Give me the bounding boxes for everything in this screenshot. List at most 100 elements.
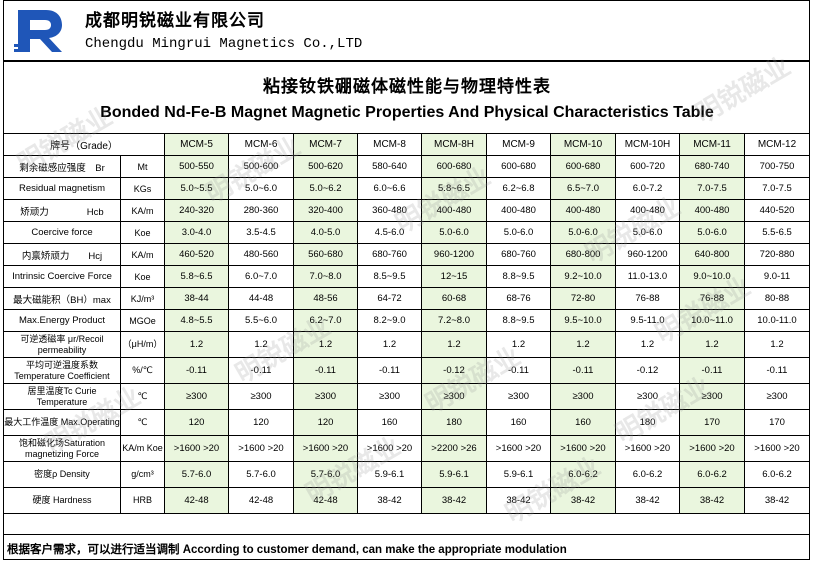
value-cell: ≥300: [228, 383, 294, 410]
value-cell: 680-760: [486, 243, 551, 266]
property-name: Max.Energy Product: [3, 309, 121, 332]
value-cell: 1.2: [615, 331, 680, 358]
value-cell: 5.0~6.0: [228, 177, 294, 200]
value-cell: 440-520: [744, 199, 810, 222]
value-cell: 38-42: [615, 487, 680, 514]
property-unit: KA/m Koe: [120, 435, 165, 462]
value-cell: >1600 >20: [550, 435, 616, 462]
value-cell: 6.2~7.0: [293, 309, 358, 332]
value-cell: 160: [486, 409, 551, 436]
property-name: 可逆透磁率 μr/Recoil permeability: [3, 331, 121, 358]
property-row: Residual magnetism KGs 5.0~5.5 5.0~6.0 5.0~6…: [3, 177, 810, 200]
value-cell: ≥300: [679, 383, 745, 410]
value-cell: 160: [357, 409, 422, 436]
value-cell: 600-680: [550, 155, 616, 178]
value-cell: 5.0~6.2: [293, 177, 358, 200]
property-unit: （μH/m）: [120, 331, 165, 358]
property-row: 密度ρ Density g/cm³ 5.7-6.0 5.7-6.0 5.7-6.0 5.9…: [3, 461, 810, 488]
value-cell: 38-42: [744, 487, 810, 514]
value-cell: 1.2: [357, 331, 422, 358]
property-name: 最大工作温度 Max.Operating: [3, 409, 121, 436]
value-cell: 10.0~11.0: [679, 309, 745, 332]
grade-header-cell: MCM-5: [164, 133, 229, 156]
property-name: 矫顽力 Hcb: [3, 199, 121, 222]
value-cell: 680-760: [357, 243, 422, 266]
value-cell: 9.5-11.0: [615, 309, 680, 332]
value-cell: -0.11: [357, 357, 422, 384]
properties-table: 牌号（Grade） MCM-5 MCM-6 MCM-7 MCM-8 MCM-8H MCM-9…: [3, 133, 810, 514]
value-cell: 38-44: [164, 287, 229, 310]
value-cell: 680-740: [679, 155, 745, 178]
value-cell: 720-880: [744, 243, 810, 266]
property-row: 内禀矫顽力 Hcj KA/m 460-520 480-560 560-680 680-76…: [3, 243, 810, 266]
property-unit: g/cm³: [120, 461, 165, 488]
property-row: 硬度 Hardness HRB 42-48 42-48 42-48 38-42 38-42 3…: [3, 487, 810, 514]
value-cell: 400-480: [421, 199, 487, 222]
value-cell: 6.0~7.0: [228, 265, 294, 288]
value-cell: >1600 >20: [744, 435, 810, 462]
property-name: Residual magnetism: [3, 177, 121, 200]
value-cell: -0.11: [744, 357, 810, 384]
value-cell: 5.9-6.1: [357, 461, 422, 488]
property-row: Coercive force Koe 3.0-4.0 3.5-4.5 4.0-5.0 4.…: [3, 221, 810, 244]
value-cell: 3.5-4.5: [228, 221, 294, 244]
property-unit: KA/m: [120, 243, 165, 266]
value-cell: 120: [228, 409, 294, 436]
grade-header-cell: MCM-8: [357, 133, 422, 156]
value-cell: 5.5~6.0: [228, 309, 294, 332]
value-cell: -0.11: [228, 357, 294, 384]
property-unit: Koe: [120, 221, 165, 244]
value-cell: 500-600: [228, 155, 294, 178]
value-cell: 76-88: [615, 287, 680, 310]
value-cell: 400-480: [615, 199, 680, 222]
value-cell: 160: [550, 409, 616, 436]
value-cell: 68-76: [486, 287, 551, 310]
value-cell: 600-720: [615, 155, 680, 178]
value-cell: 500-550: [164, 155, 229, 178]
value-cell: 1.2: [679, 331, 745, 358]
grade-header-row: 牌号（Grade） MCM-5 MCM-6 MCM-7 MCM-8 MCM-8H MCM-9…: [3, 133, 810, 156]
value-cell: 5.7-6.0: [164, 461, 229, 488]
value-cell: 5.8~6.5: [421, 177, 487, 200]
value-cell: 9.0~10.0: [679, 265, 745, 288]
value-cell: 8.2~9.0: [357, 309, 422, 332]
value-cell: 1.2: [486, 331, 551, 358]
value-cell: 5.0-6.0: [486, 221, 551, 244]
property-name: 剩余磁感应强度 Br: [3, 155, 121, 178]
grade-header-cell: MCM-6: [228, 133, 294, 156]
value-cell: 9.2~10.0: [550, 265, 616, 288]
value-cell: 38-42: [357, 487, 422, 514]
footer-note: 根据客户需求，可以进行适当调制 According to customer de…: [3, 534, 810, 560]
value-cell: 72-80: [550, 287, 616, 310]
table-title-en: Bonded Nd-Fe-B Magnet Magnetic Propertie…: [100, 104, 714, 121]
value-cell: 7.0~8.0: [293, 265, 358, 288]
value-cell: 42-48: [228, 487, 294, 514]
value-cell: 1.2: [164, 331, 229, 358]
value-cell: ≥300: [744, 383, 810, 410]
value-cell: 42-48: [164, 487, 229, 514]
value-cell: 5.9-6.1: [486, 461, 551, 488]
property-row: 饱和磁化场Saturation magnetizing Force KA/m Ko…: [3, 435, 810, 462]
value-cell: 560-680: [293, 243, 358, 266]
value-cell: -0.12: [615, 357, 680, 384]
value-cell: 4.8~5.5: [164, 309, 229, 332]
value-cell: 600-680: [486, 155, 551, 178]
value-cell: 180: [615, 409, 680, 436]
value-cell: 480-560: [228, 243, 294, 266]
property-row: Max.Energy Product MGOe 4.8~5.5 5.5~6.0 6.2~…: [3, 309, 810, 332]
value-cell: 960-1200: [421, 243, 487, 266]
value-cell: 640-800: [679, 243, 745, 266]
value-cell: >1600 >20: [357, 435, 422, 462]
property-name: 最大磁能积（BH）max: [3, 287, 121, 310]
value-cell: ≥300: [615, 383, 680, 410]
value-cell: 10.0-11.0: [744, 309, 810, 332]
property-unit: HRB: [120, 487, 165, 514]
value-cell: 1.2: [293, 331, 358, 358]
property-unit: ℃: [120, 383, 165, 410]
company-name-cn: 成都明锐磁业有限公司: [85, 11, 265, 31]
value-cell: 5.7-6.0: [293, 461, 358, 488]
property-unit: KGs: [120, 177, 165, 200]
value-cell: 600-680: [421, 155, 487, 178]
value-cell: 5.9-6.1: [421, 461, 487, 488]
grade-header-label: 牌号（Grade）: [3, 133, 165, 156]
